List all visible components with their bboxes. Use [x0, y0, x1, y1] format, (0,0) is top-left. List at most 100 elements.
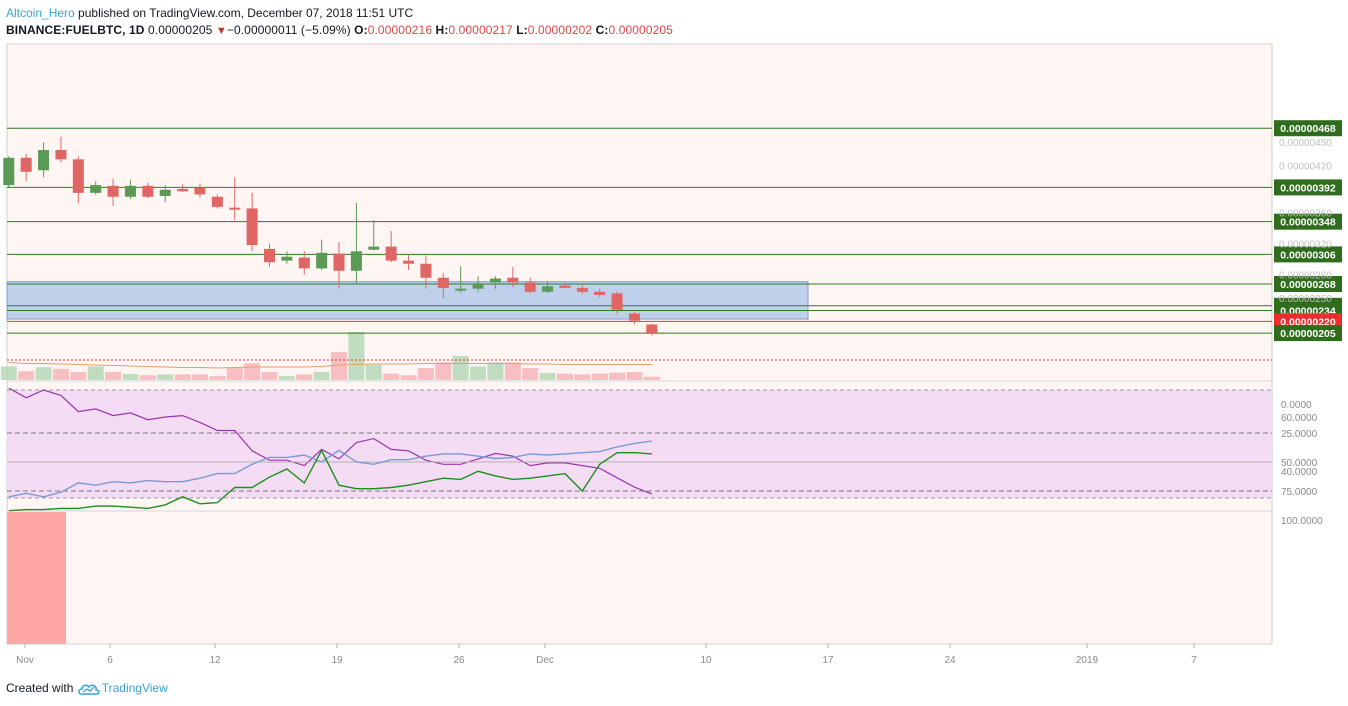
level-label: 0.00000348 — [1280, 217, 1336, 229]
close-label: C: — [595, 23, 609, 37]
open-label: O: — [354, 23, 368, 37]
candle-body — [194, 187, 206, 195]
candle-body — [159, 189, 171, 196]
volume-bar — [348, 332, 365, 380]
highlight-region — [7, 512, 66, 644]
candle-body — [20, 157, 32, 172]
stoch-panel-bg — [7, 512, 1272, 644]
x-axis-tick: Nov — [16, 655, 34, 666]
candle — [3, 156, 15, 188]
rsi-line — [8, 387, 653, 495]
candle — [576, 284, 588, 295]
high-value: 0.00000217 — [448, 23, 513, 37]
publish-line: Altcoin_Hero published on TradingView.co… — [6, 5, 673, 22]
volume-bar — [626, 372, 643, 380]
symbol-label: BINANCE:FUELBTC, 1D — [6, 23, 145, 37]
candle — [403, 254, 415, 270]
candle — [107, 178, 119, 207]
candle — [437, 273, 449, 299]
candle-body — [628, 313, 640, 321]
candle-body — [350, 251, 362, 271]
footer: Created with TradingView — [6, 681, 168, 698]
candle-body — [142, 185, 154, 197]
candle — [90, 181, 102, 195]
candle-body — [90, 185, 102, 193]
symbol-line: BINANCE:FUELBTC, 1D 0.00000205 ▼−0.00000… — [6, 22, 673, 40]
stoch-axis-tick: 50.0000 — [1281, 458, 1318, 469]
change-down-icon: ▼ — [215, 25, 227, 37]
volume-bar — [313, 372, 330, 380]
volume-bar — [244, 363, 261, 380]
volume-bar — [522, 368, 539, 380]
candle-body — [211, 196, 223, 207]
candle — [455, 266, 467, 293]
volume-bar — [383, 373, 400, 380]
stoch-axis-tick: 25.0000 — [1281, 429, 1318, 440]
stoch-axis-tick: 75.0000 — [1281, 487, 1318, 498]
author-link[interactable]: Altcoin_Hero — [6, 6, 75, 20]
candle — [55, 136, 67, 163]
candle-body — [385, 246, 397, 261]
volume-bar — [174, 374, 191, 380]
close-value: 0.00000205 — [608, 23, 673, 37]
candle — [316, 239, 328, 270]
volume-bar — [122, 374, 139, 380]
open-value: 0.00000216 — [367, 23, 433, 37]
volume-bar — [0, 366, 17, 380]
volume-bar — [539, 372, 556, 380]
level-label-bg — [1274, 179, 1342, 196]
candle — [489, 276, 501, 289]
price-levels: 0.00000468 0.00000392 0.00000348 0.00000306… — [7, 120, 1342, 319]
rsi-axis-tick: 40.0000 — [1281, 467, 1318, 478]
candle — [542, 280, 554, 294]
volume-bar — [296, 374, 313, 380]
price-panel-bg — [7, 44, 1272, 380]
candle — [350, 202, 362, 285]
candle — [385, 231, 397, 263]
x-axis-tick: 7 — [1191, 655, 1197, 666]
high-label: H: — [435, 23, 449, 37]
candle — [368, 220, 380, 251]
candles — [3, 136, 658, 336]
candle-body — [333, 253, 345, 271]
candle-body — [455, 288, 467, 291]
candle — [159, 185, 171, 203]
volume-bar — [87, 366, 104, 380]
x-axis-tick: 19 — [331, 655, 343, 666]
volume-bar — [157, 374, 174, 380]
volume-bar — [487, 362, 504, 380]
volume-bar — [452, 356, 469, 380]
tradingview-brand-link[interactable]: TradingView — [101, 681, 168, 695]
stoch-axis-tick: 0.0000 — [1281, 400, 1312, 411]
volume-bar — [470, 366, 487, 380]
volume-bar — [331, 352, 348, 380]
candle — [628, 312, 640, 325]
price-axis-tick: 0.00000320 — [1279, 239, 1332, 250]
price-axis-tick: 0.00000250 — [1279, 294, 1332, 305]
candle-body — [472, 284, 484, 289]
level-label-bg — [1274, 246, 1342, 263]
rsi-band — [7, 390, 1272, 498]
candle-body — [124, 185, 136, 197]
volume-bar — [70, 372, 87, 380]
level-label-bg — [1274, 120, 1342, 137]
level-label: 0.00000392 — [1280, 182, 1336, 194]
low-value: 0.00000202 — [527, 23, 593, 37]
candle — [194, 183, 206, 198]
candle — [472, 276, 484, 292]
candle-body — [542, 286, 554, 292]
stoch-d-line — [8, 440, 652, 498]
last-price-label: 0.00000205 — [1280, 328, 1336, 340]
volume-bar — [226, 368, 243, 380]
volume-bar — [417, 368, 434, 380]
price-axis-tick: 0.00000420 — [1279, 162, 1332, 173]
volume-ma-line — [8, 362, 652, 369]
candle — [264, 243, 275, 267]
level-label-bg — [1274, 276, 1342, 292]
level-label: 0.00000468 — [1280, 123, 1336, 135]
x-axis-tick: 26 — [453, 655, 465, 666]
volume-bar — [105, 372, 122, 380]
volume-bar — [261, 372, 278, 380]
candle — [611, 291, 623, 314]
